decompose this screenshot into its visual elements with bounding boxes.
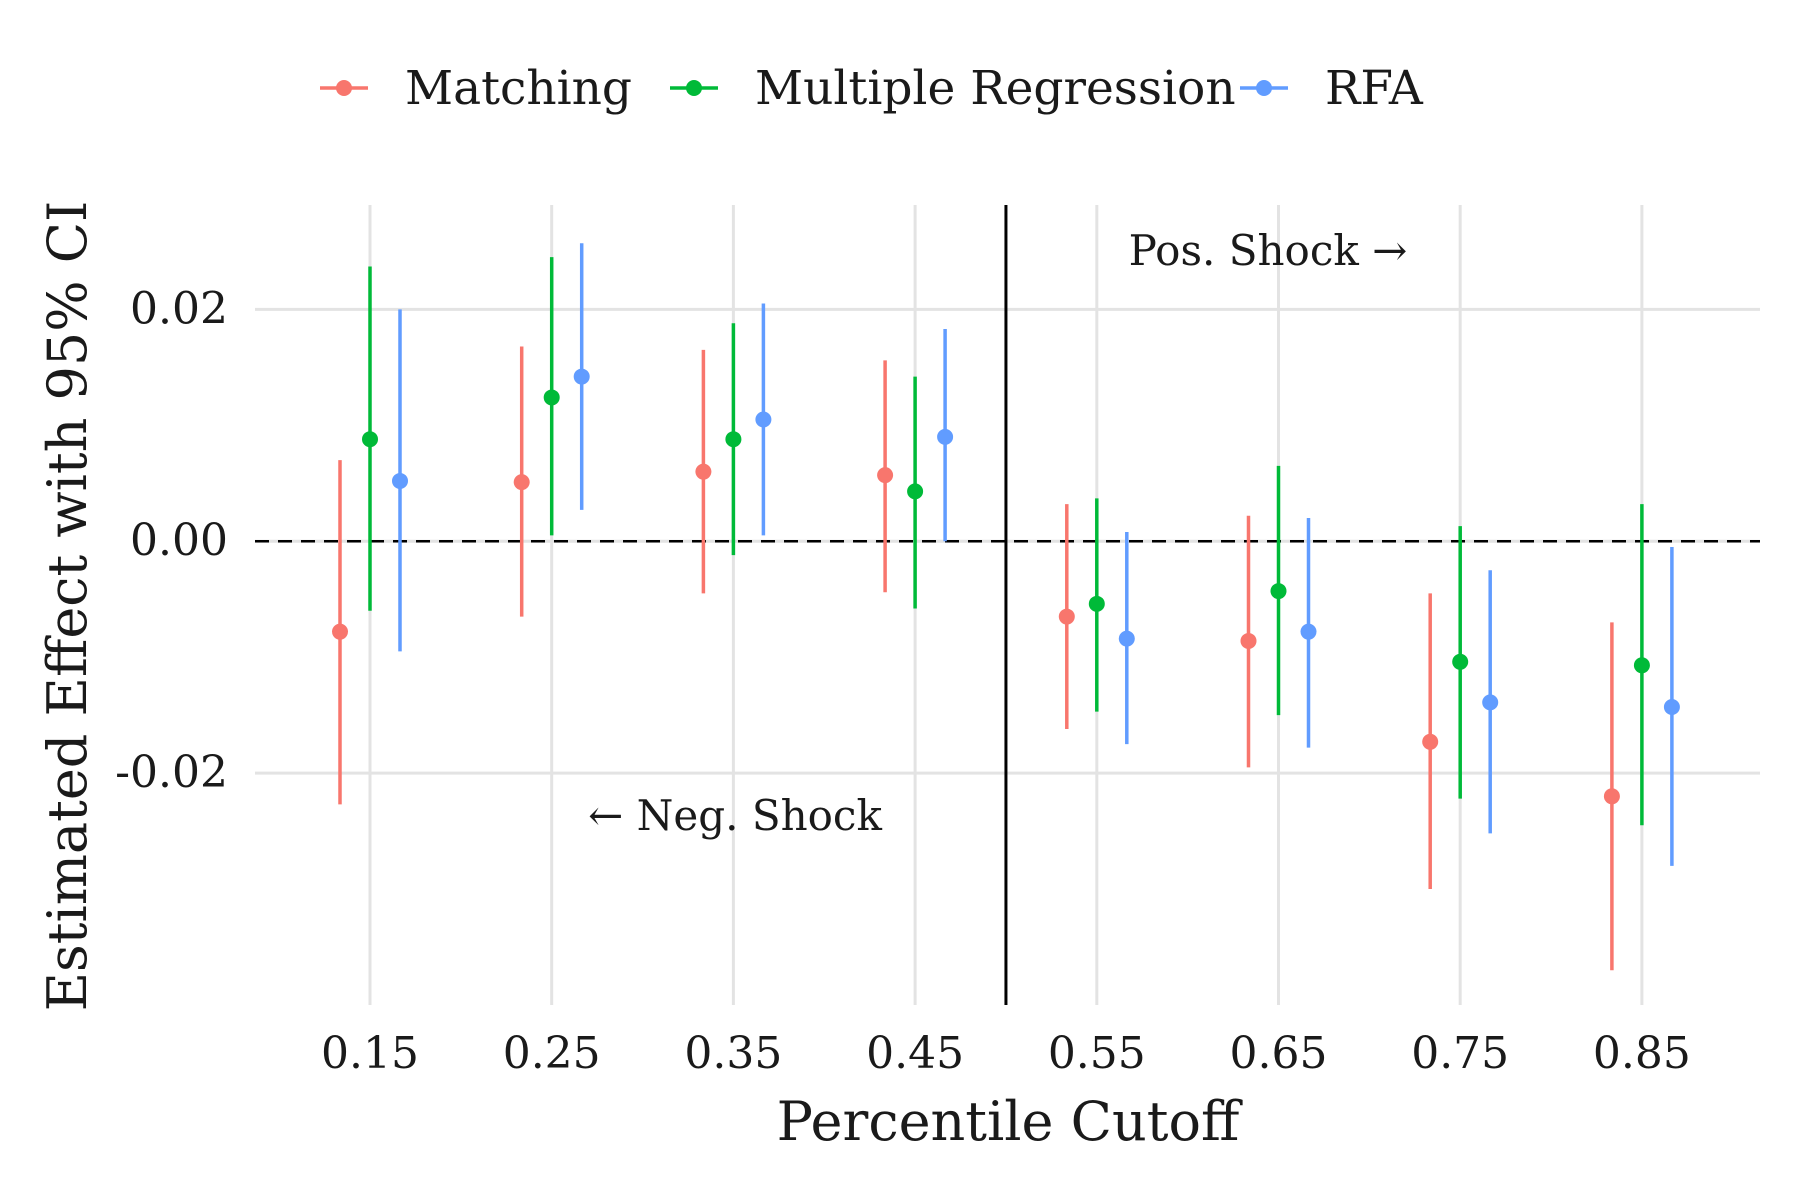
grid [255, 205, 1760, 1005]
x-axis-title: Percentile Cutoff [777, 1090, 1243, 1153]
estimate-point [725, 431, 742, 448]
estimate-point [513, 474, 530, 491]
pos-shock-annotation: Pos. Shock → [1129, 226, 1408, 275]
estimate-point [1482, 694, 1499, 711]
legend-item: RFA [1240, 61, 1424, 116]
legend-item: Multiple Regression [670, 61, 1236, 116]
y-tick-label: 0.02 [130, 283, 228, 334]
y-tick-label: 0.00 [130, 515, 228, 566]
estimate-point [543, 389, 560, 406]
estimate-point [1118, 630, 1135, 647]
estimate-point [1452, 653, 1469, 670]
series-rfa [392, 243, 1680, 866]
legend-key-point [336, 80, 352, 96]
estimate-point [1300, 623, 1317, 640]
x-tick-label: 0.45 [866, 1028, 964, 1079]
legend-key-point [686, 80, 702, 96]
estimate-point [1088, 595, 1105, 612]
estimate-point [937, 428, 954, 445]
estimate-point [1058, 608, 1075, 625]
estimate-point [362, 431, 378, 448]
legend-label: RFA [1325, 61, 1424, 116]
legend-key-point [1256, 80, 1272, 96]
estimate-point [392, 472, 408, 489]
estimate-point [695, 463, 712, 480]
x-tick-label: 0.15 [321, 1028, 419, 1079]
estimate-point [907, 483, 924, 500]
series-multiple-regression [362, 257, 1650, 826]
estimate-point [1240, 632, 1257, 649]
x-tick-label: 0.35 [684, 1028, 782, 1079]
x-tick-label: 0.65 [1230, 1028, 1328, 1079]
estimate-point [1603, 788, 1620, 805]
x-tick-label: 0.55 [1048, 1028, 1146, 1079]
x-tick-label: 0.75 [1411, 1028, 1509, 1079]
estimate-point [877, 467, 894, 484]
legend-item: Matching [320, 61, 632, 116]
plot-marks [332, 243, 1680, 971]
y-tick-labels: -0.02 0.00 0.02 [115, 283, 228, 798]
legend: Matching Multiple Regression RFA [320, 61, 1424, 116]
x-tick-labels: 0.15 0.25 0.35 0.45 0.55 0.65 0.75 0.85 [321, 1028, 1691, 1079]
estimate-point [1663, 699, 1680, 716]
estimate-point [573, 368, 590, 385]
x-tick-label: 0.85 [1593, 1028, 1691, 1079]
y-tick-label: -0.02 [115, 747, 228, 798]
estimate-point [1633, 657, 1650, 674]
estimate-point [332, 623, 348, 640]
x-tick-label: 0.25 [503, 1028, 601, 1079]
estimate-point [1422, 733, 1439, 750]
series-matching [332, 346, 1620, 971]
neg-shock-annotation: ← Neg. Shock [588, 791, 882, 840]
legend-label: Multiple Regression [755, 61, 1236, 116]
estimate-point [755, 411, 772, 428]
y-axis-title: Estimated Effect with 95% CI [36, 201, 99, 1012]
legend-label: Matching [405, 61, 632, 116]
estimate-point [1270, 583, 1287, 600]
